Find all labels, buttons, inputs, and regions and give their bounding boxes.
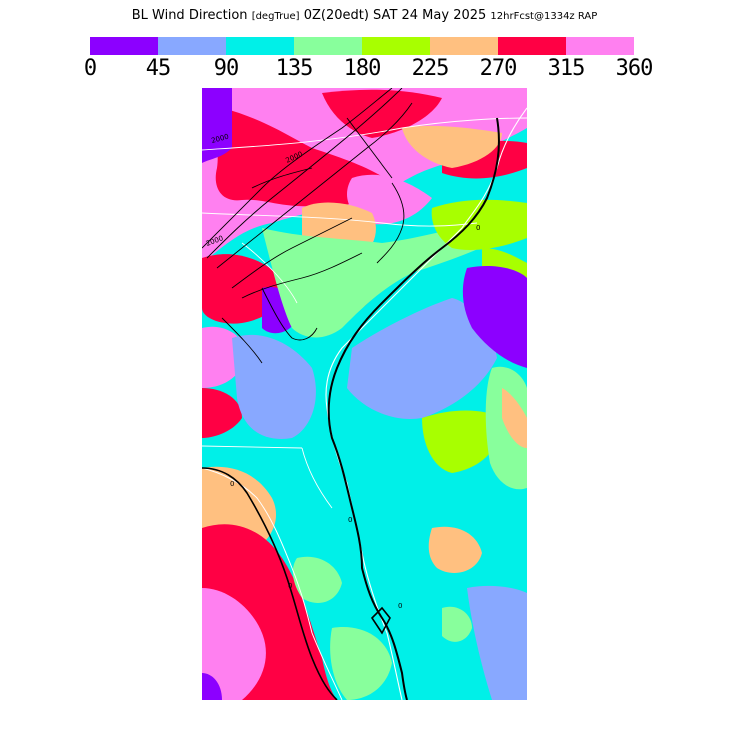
title-unit: [degTrue] <box>251 11 300 22</box>
field-region-violet-sw <box>202 673 222 700</box>
color-legend <box>90 37 634 55</box>
legend-swatch-6 <box>498 37 566 55</box>
field-region-blue-offshore <box>347 298 497 419</box>
legend-tick: 90 <box>213 56 239 81</box>
legend-tick: 135 <box>275 56 314 81</box>
field-region-red-ne <box>322 89 442 138</box>
legend-tick: 315 <box>547 56 586 81</box>
legend-swatch-1 <box>158 37 226 55</box>
legend-tick: 180 <box>343 56 382 81</box>
contour-label: 0 <box>348 516 352 524</box>
legend-swatch-4 <box>362 37 430 55</box>
wind-direction-map: 2000 2000 2000 0 0 0 0 0 <box>202 88 527 700</box>
field-region-blue-west <box>232 334 316 439</box>
field-region-red-west-2 <box>202 388 242 438</box>
legend-swatch-0 <box>90 37 158 55</box>
field-region-orange-ne <box>402 125 502 168</box>
terrain-contours <box>202 88 413 364</box>
field-region-blue-southeast <box>467 585 527 700</box>
field-region-yellow-offshore <box>422 410 502 473</box>
field-region-pink-gulf <box>202 588 266 700</box>
title-valid-time: 0Z(20edt) SAT 24 May 2025 <box>303 8 487 23</box>
field-region-green-band <box>262 223 502 338</box>
field-region-orange-south <box>428 526 482 573</box>
legend-swatch-3 <box>294 37 362 55</box>
field-region-green-lake <box>330 627 392 700</box>
lake-contour <box>370 606 391 635</box>
legend-tick: 225 <box>411 56 450 81</box>
legend-tick: 360 <box>615 56 654 81</box>
legend-swatch-5 <box>430 37 498 55</box>
zero-contour-west <box>202 467 338 700</box>
coastline <box>325 107 527 700</box>
legend-swatch-2 <box>226 37 294 55</box>
field-region-red-north <box>215 108 392 207</box>
field-region-violet-nw <box>202 88 232 163</box>
title-main: BL Wind Direction <box>131 8 248 23</box>
legend-tick: 45 <box>145 56 171 81</box>
legend-swatch-7 <box>566 37 634 55</box>
state-borders <box>202 117 527 509</box>
zero-contour <box>327 117 500 700</box>
contour-label: 0 <box>288 582 292 590</box>
contour-label: 0 <box>230 480 234 488</box>
field-region-orange-east <box>502 388 527 448</box>
contour-label: 0 <box>398 602 402 610</box>
field-region-violet-east <box>462 266 527 368</box>
map-title: BL Wind Direction [degTrue] 0Z(20edt) SA… <box>0 8 729 23</box>
legend-tick: 270 <box>479 56 518 81</box>
field-region-green-sw <box>442 606 472 642</box>
contour-label: 0 <box>476 224 480 232</box>
legend-tick-labels: 0 45 90 135 180 225 270 315 360 <box>84 56 653 81</box>
legend-tick: 0 <box>83 56 97 81</box>
field-region-green-south <box>292 556 342 603</box>
title-forecast: 12hrFcst@1334z RAP <box>490 11 598 22</box>
